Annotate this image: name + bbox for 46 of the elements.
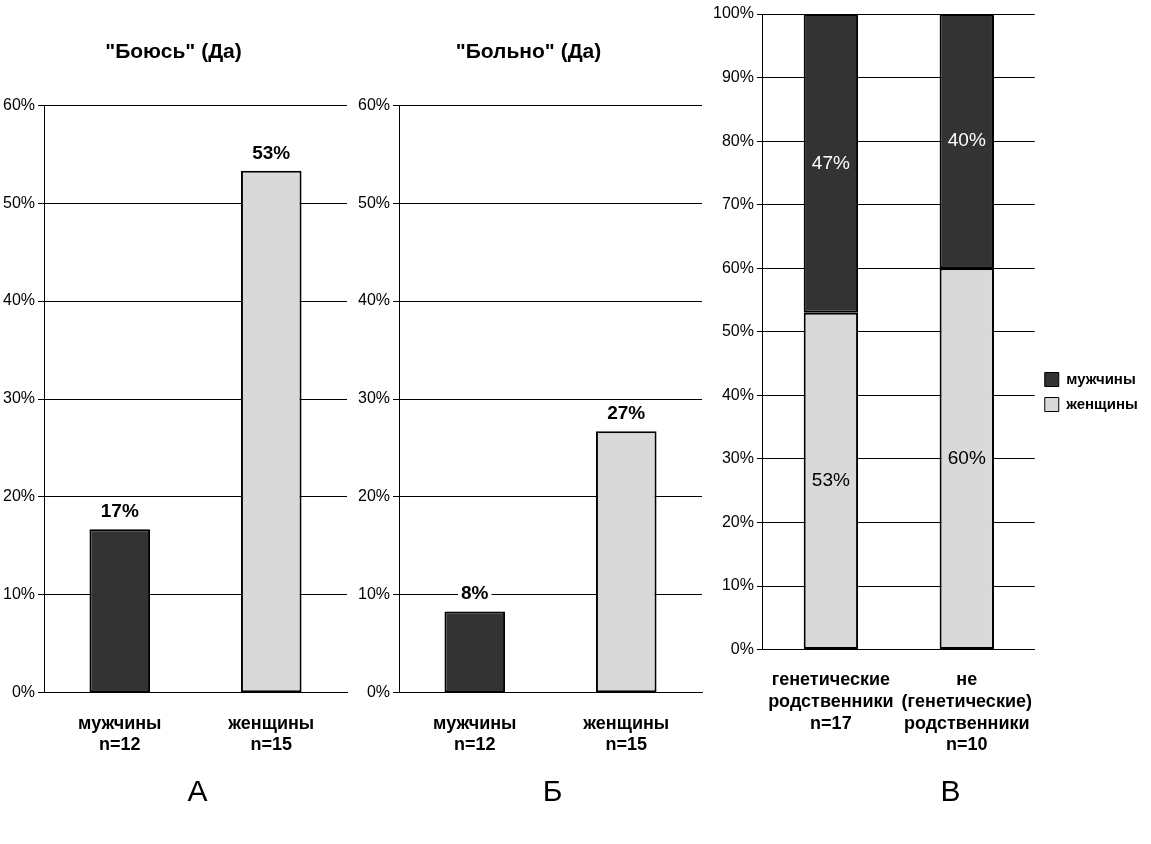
data-label: 47%	[811, 151, 850, 173]
data-label: 8%	[461, 582, 489, 604]
y-tick-label: 90%	[721, 67, 754, 85]
data-label: 17%	[100, 499, 139, 521]
y-tick-label: 20%	[2, 487, 36, 505]
y-tick-label: 10%	[721, 576, 754, 594]
data-label: 53%	[252, 141, 291, 163]
y-tick-label: 50%	[721, 322, 754, 340]
y-tick-label: 30%	[2, 389, 36, 407]
y-tick-label: 10%	[2, 585, 36, 603]
y-tick-label: 80%	[721, 131, 754, 149]
y-tick-label: 40%	[2, 291, 36, 309]
text: В	[939, 774, 961, 808]
x-tick-label: мужчины n=12	[433, 712, 517, 755]
y-tick-label: 30%	[721, 449, 754, 467]
data-label: 27%	[607, 402, 646, 424]
chart-title: "Боюсь" (Да)	[105, 39, 242, 63]
y-tick-label: 10%	[357, 585, 391, 603]
data-label: 53%	[811, 469, 850, 491]
data-label: 40%	[947, 129, 986, 151]
x-tick-label: женщины n=15	[227, 712, 315, 755]
y-tick-label: 60%	[2, 95, 36, 113]
y-tick-label: 70%	[721, 195, 754, 213]
y-tick-label: 30%	[357, 389, 391, 407]
data-label: 60%	[947, 446, 986, 468]
y-tick-label: 0%	[366, 683, 391, 701]
y-tick-label: 60%	[721, 258, 754, 276]
text: А	[186, 774, 208, 808]
y-tick-label: 40%	[357, 291, 391, 309]
y-tick-label: 60%	[357, 95, 391, 113]
y-tick-label: 20%	[357, 487, 391, 505]
y-tick-label: 20%	[721, 512, 754, 530]
x-tick-label: не (генетические) родственники n=10	[901, 669, 1032, 755]
y-tick-label: 40%	[721, 385, 754, 403]
y-tick-label: 0%	[11, 683, 36, 701]
text: Б	[541, 774, 563, 808]
x-tick-label: женщины n=15	[582, 712, 670, 755]
y-tick-label: 100%	[713, 4, 754, 22]
chart-title: "Больно" (Да)	[455, 39, 602, 63]
x-tick-label: генетические родственники n=17	[768, 669, 894, 733]
legend-label: женщины	[1065, 394, 1138, 412]
y-tick-label: 50%	[357, 193, 391, 211]
y-tick-label: 0%	[730, 640, 754, 658]
legend-label: мужчины	[1066, 369, 1136, 387]
y-tick-label: 50%	[2, 193, 36, 211]
x-tick-label: мужчины n=12	[78, 712, 162, 755]
